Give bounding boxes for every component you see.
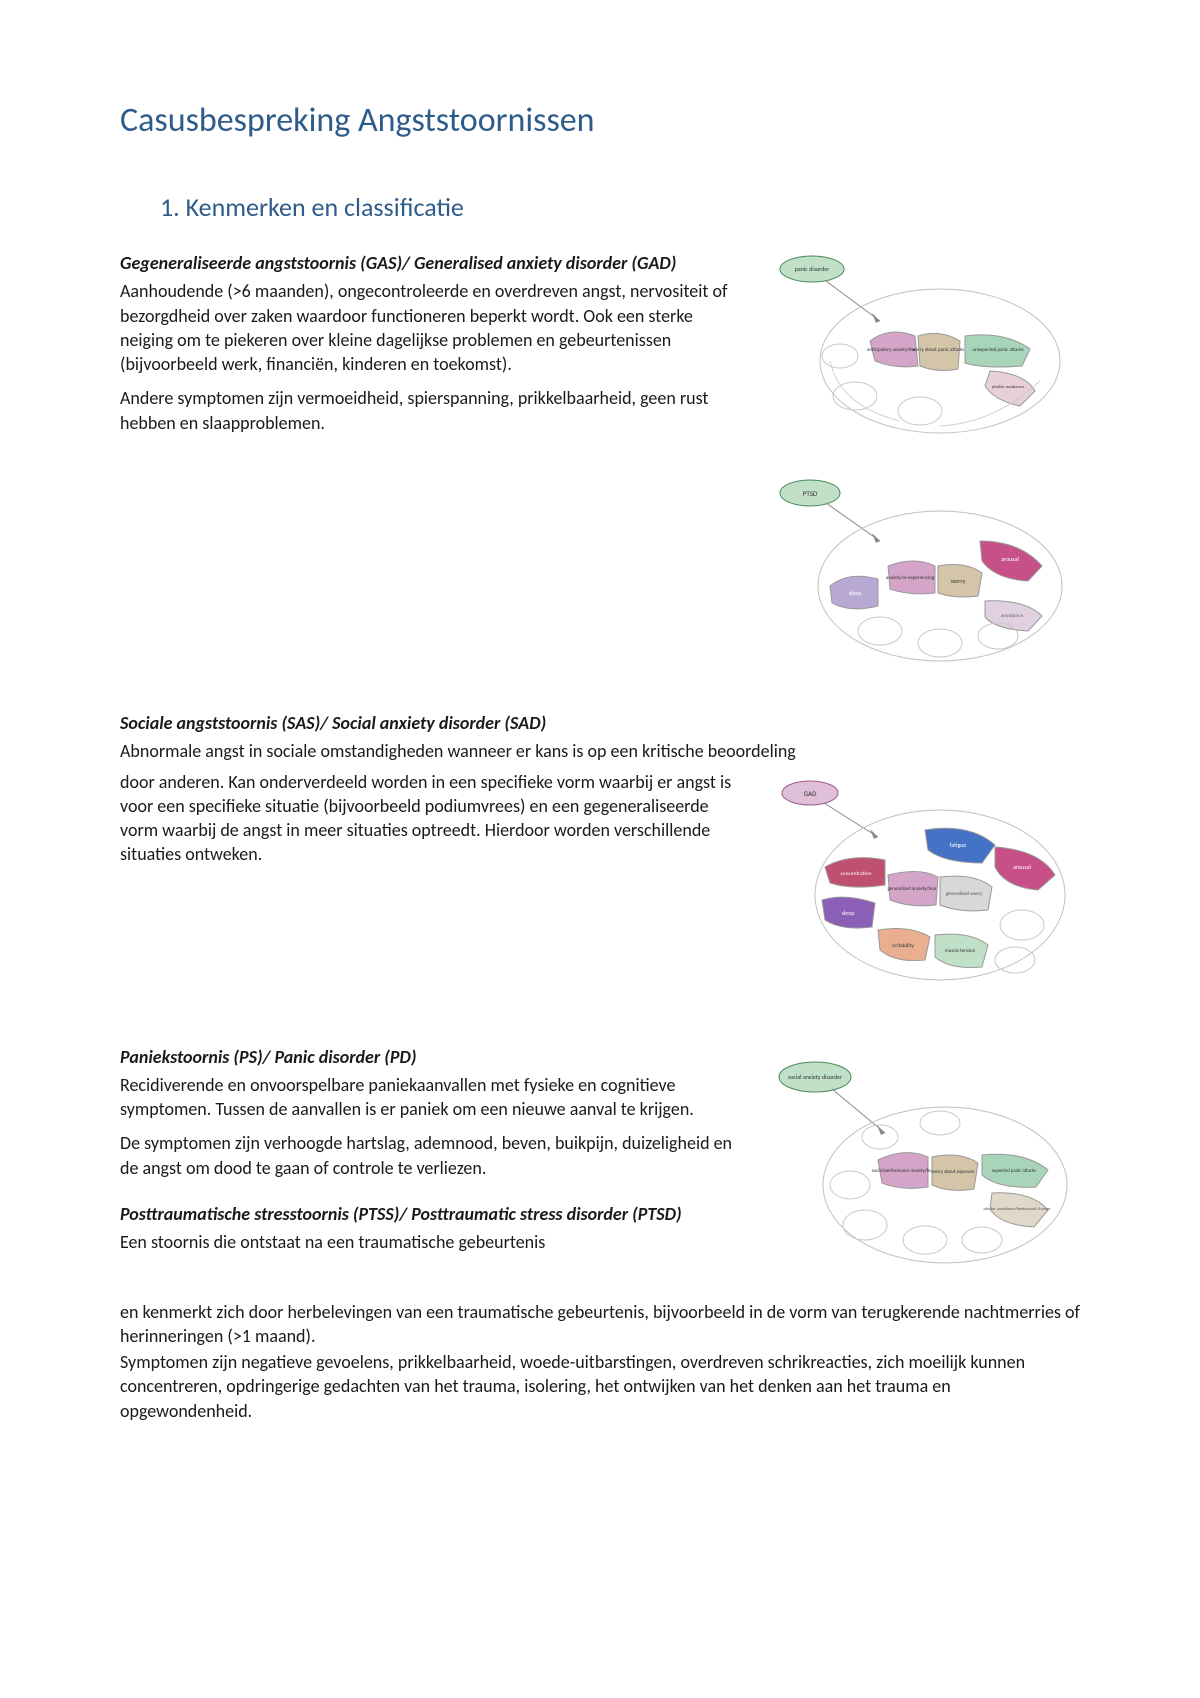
svg-text:unexpected panic attacks: unexpected panic attacks [972,347,1023,353]
svg-text:arousal: arousal [1013,863,1031,871]
panic-disorder-diagram: panic disorder anticipatory anxiety/fear… [770,251,1070,451]
sas-diagram-col: GAD fatigue arousal concentration genera… [770,770,1080,1005]
svg-text:PTSD: PTSD [803,489,818,498]
svg-text:anticipatory anxiety/fear: anticipatory anxiety/fear [867,347,917,353]
svg-text:irritability: irritability [892,943,914,949]
svg-text:phobic avoidance/behavioral ch: phobic avoidance/behavioral change [984,1207,1052,1212]
svg-text:social/performance anxiety/fea: social/performance anxiety/fear [872,1168,935,1174]
svg-text:sleep: sleep [842,909,855,917]
svg-text:phobic avoidance: phobic avoidance [992,385,1025,390]
gas-p2: Andere symptomen zijn vermoeidheid, spie… [120,386,750,435]
ptss-p3: Symptomen zijn negatieve gevoelens, prik… [120,1350,1080,1423]
svg-text:worry about exposure: worry about exposure [932,1169,976,1175]
ps-ptss-text: Paniekstoornis (PS)/ Panic disorder (PD)… [120,1045,750,1257]
svg-text:avoidance: avoidance [1001,613,1024,619]
gas-p1: Aanhoudende (>6 maanden), ongecontroleer… [120,279,750,376]
gad-diagram: GAD fatigue arousal concentration genera… [770,770,1070,1000]
gas-heading: Gegeneraliseerde angststoornis (GAS)/ Ge… [120,251,750,275]
svg-text:sleep: sleep [849,589,862,597]
svg-text:GAD: GAD [804,789,817,798]
sas-section: Sociale angststoornis (SAS)/ Social anxi… [120,711,1080,1005]
ptsd-diagram: PTSD arousal anxiety/re-experiencing wor… [770,471,1070,671]
sas-heading: Sociale angststoornis (SAS)/ Social anxi… [120,711,1080,735]
svg-text:worry: worry [951,577,966,585]
svg-text:worry about panic attacks: worry about panic attacks [912,347,964,353]
sas-text: door anderen. Kan onderverdeeld worden i… [120,770,750,877]
social-anxiety-diagram: social anxiety disorder social/performan… [770,1045,1070,1285]
section-number: 1. [160,191,180,223]
svg-text:muscle tension: muscle tension [945,948,976,954]
svg-text:anxiety/re-experiencing: anxiety/re-experiencing [886,575,935,581]
svg-text:concentration: concentration [840,871,871,877]
svg-text:generalized worry: generalized worry [946,891,983,897]
section-label: Kenmerken en classificatie [186,191,464,223]
sas-p2: door anderen. Kan onderverdeeld worden i… [120,770,750,867]
svg-text:fatigue: fatigue [950,841,967,849]
svg-text:social anxiety disorder: social anxiety disorder [788,1073,842,1081]
section-heading: 1. Kenmerken en classificatie [160,191,1080,223]
svg-text:expected panic attacks: expected panic attacks [992,1168,1036,1174]
svg-text:generalized anxiety/fear: generalized anxiety/fear [888,886,937,892]
ptss-p2: en kenmerkt zich door herbelevingen van … [120,1300,1080,1349]
ps-heading: Paniekstoornis (PS)/ Panic disorder (PD) [120,1045,750,1069]
gas-diagrams: panic disorder anticipatory anxiety/fear… [770,251,1080,671]
ps-p2: De symptomen zijn verhoogde hartslag, ad… [120,1131,750,1180]
ptss-heading: Posttraumatische stresstoornis (PTSS)/ P… [120,1202,750,1226]
ps-p1: Recidiverende en onvoorspelbare paniekaa… [120,1073,750,1122]
ptss-p1: Een stoornis die ontstaat na een traumat… [120,1230,750,1254]
svg-text:arousal: arousal [1001,555,1019,563]
ps-diagram-col: social anxiety disorder social/performan… [770,1045,1080,1290]
gas-text: Gegeneraliseerde angststoornis (GAS)/ Ge… [120,251,750,445]
page-title: Casusbespreking Angststoornissen [120,100,1080,141]
sas-p1-full: Abnormale angst in sociale omstandighede… [120,739,1080,763]
ps-ptss-row: Paniekstoornis (PS)/ Panic disorder (PD)… [120,1045,1080,1290]
gas-section: Gegeneraliseerde angststoornis (GAS)/ Ge… [120,251,1080,671]
svg-text:panic disorder: panic disorder [795,265,830,273]
